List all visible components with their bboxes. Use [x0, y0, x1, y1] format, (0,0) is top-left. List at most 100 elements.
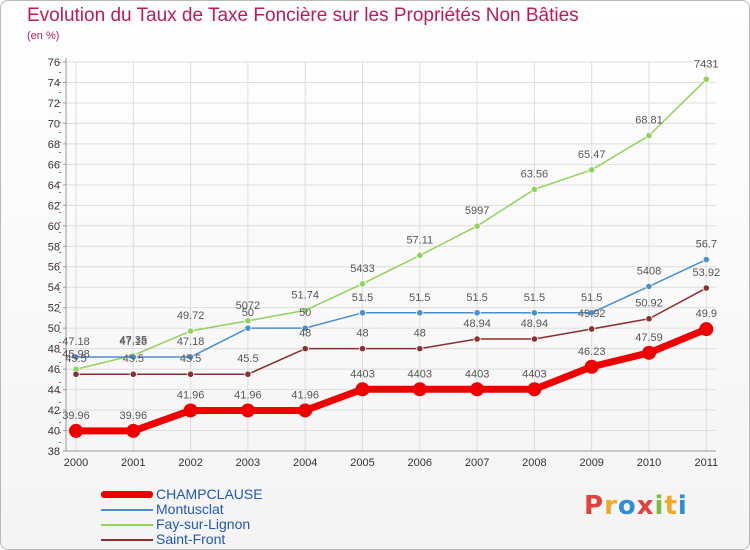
data-label: 49.9: [696, 308, 717, 320]
x-tick-label: 2003: [236, 457, 260, 469]
legend-swatch: [101, 524, 153, 526]
y-tick-label: 46: [48, 364, 60, 376]
data-point: [416, 309, 424, 317]
x-tick-label: 2004: [293, 457, 317, 469]
data-label: 63.56: [521, 168, 549, 180]
data-point: [358, 345, 367, 353]
data-point: [244, 324, 252, 332]
x-tick-label: 2008: [522, 457, 546, 469]
y-tick-label: 76: [48, 57, 60, 69]
data-point: [358, 309, 367, 317]
data-label: 50.92: [635, 298, 663, 310]
data-point: [129, 370, 137, 378]
data-point: [72, 353, 80, 361]
logo-letter: t: [664, 491, 678, 521]
data-label: 50: [299, 307, 311, 319]
data-label: 48.94: [463, 318, 491, 330]
data-label: 48.94: [521, 318, 549, 330]
x-tick-label: 2006: [408, 457, 432, 469]
logo-letter: r: [604, 491, 618, 521]
x-tick-label: 2010: [637, 457, 661, 469]
y-tick-label: 62: [48, 200, 60, 212]
data-point: [244, 317, 252, 325]
data-label: 45.5: [65, 353, 86, 365]
data-point: [530, 309, 539, 317]
data-point: [298, 403, 313, 418]
y-tick-label: 60: [48, 221, 60, 233]
series-lines: [69, 75, 714, 438]
y-tick-label: 72: [48, 98, 60, 110]
series-line-0: [76, 325, 708, 435]
data-label: 51.5: [409, 292, 430, 304]
chart-title: Evolution du Taux de Taxe Foncière sur l…: [27, 5, 579, 26]
legend-label: Saint-Front: [156, 531, 226, 547]
data-label: 50: [242, 307, 254, 319]
legend-swatch: [101, 509, 153, 511]
data-label: 39.96: [62, 410, 90, 422]
data-label: 4403: [522, 368, 546, 380]
data-label: 4403: [350, 368, 374, 380]
series-line-2: [75, 78, 707, 371]
axes: 38 40 42 44 46 48 50 52 54 56 58 60 62 64 66 68 70 72 74 76…: [48, 57, 718, 469]
data-label: 49.92: [578, 308, 606, 320]
data-point: [126, 423, 141, 438]
y-tick-label: 54: [48, 282, 60, 294]
data-point: [702, 255, 710, 264]
logo-letter: o: [617, 491, 637, 521]
y-tick-label: 74: [48, 77, 60, 89]
x-tick-label: 2005: [350, 457, 374, 469]
data-point: [470, 382, 485, 397]
x-tick-label: 2001: [121, 457, 145, 469]
y-tick-label: 42: [48, 405, 60, 417]
unit-label: (en %): [27, 30, 60, 42]
data-label: 51.5: [466, 292, 487, 304]
data-label: 4403: [465, 368, 489, 380]
data-point: [412, 382, 427, 397]
x-tick-label: 2007: [465, 457, 489, 469]
y-tick-label: 66: [48, 159, 60, 171]
data-label: 45.5: [123, 353, 144, 365]
data-point: [240, 403, 255, 418]
data-label: 41.96: [291, 389, 319, 401]
series-line-3: [76, 287, 707, 375]
data-point: [355, 382, 370, 397]
data-label: 51.5: [581, 292, 602, 304]
logo-letter: i: [654, 491, 665, 521]
data-point: [702, 284, 710, 292]
data-point: [301, 345, 309, 353]
data-label: 48: [299, 328, 311, 340]
proxiti-logo: Proxiti: [584, 491, 688, 521]
data-point: [588, 166, 596, 174]
data-label: 47.18: [177, 336, 205, 348]
x-tick-label: 2009: [579, 457, 603, 469]
legend-label: Montusclat: [156, 501, 224, 517]
data-point: [530, 335, 539, 343]
y-tick-label: 68: [48, 139, 60, 151]
data-point: [588, 325, 596, 333]
data-point: [187, 370, 195, 378]
data-label: 47.59: [635, 332, 663, 344]
data-label: 51.5: [352, 292, 373, 304]
data-point: [473, 222, 481, 230]
data-label: 53.92: [693, 267, 721, 279]
data-point: [416, 345, 424, 353]
logo-letter: x: [636, 491, 655, 521]
y-tick-label: 44: [48, 385, 60, 397]
data-label: 51.5: [524, 292, 545, 304]
data-label: 5408: [637, 265, 661, 277]
data-point: [72, 370, 80, 378]
data-point: [358, 280, 367, 288]
data-label: 49.72: [177, 310, 205, 322]
data-label: 45.98: [62, 348, 90, 360]
data-point: [129, 353, 137, 361]
data-label: 57.11: [406, 234, 433, 246]
data-label: 45.5: [180, 353, 201, 365]
data-label: 65.47: [578, 149, 606, 161]
data-label: 5072: [236, 300, 260, 312]
data-label: 47.35: [120, 334, 148, 346]
data-label: 48: [414, 328, 426, 340]
data-point: [187, 327, 195, 335]
legend-label: Fay-sur-Lignon: [156, 516, 251, 532]
